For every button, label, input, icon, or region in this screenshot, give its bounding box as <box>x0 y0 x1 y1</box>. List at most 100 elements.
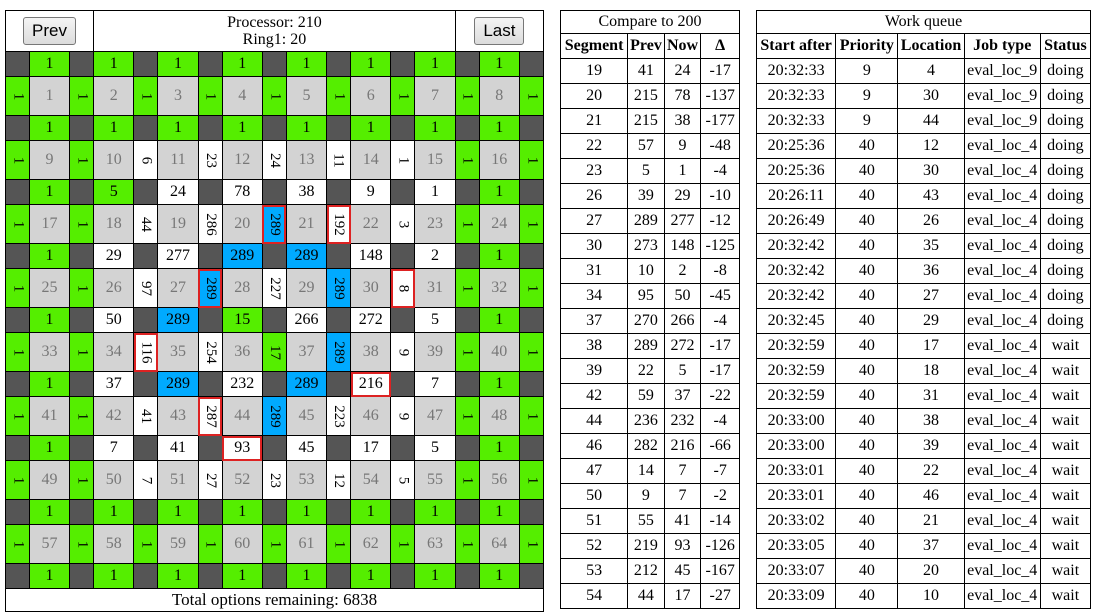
edge-cell[interactable]: 1 <box>221 499 263 525</box>
corner-cell[interactable] <box>133 371 159 397</box>
corner-cell[interactable] <box>390 563 416 589</box>
corner-cell[interactable] <box>69 243 95 269</box>
edge-cell[interactable]: 148 <box>350 243 392 269</box>
segment-cell[interactable]: 52 <box>221 460 263 500</box>
segment-cell[interactable]: 16 <box>478 140 521 180</box>
segment-cell[interactable]: 44 <box>221 396 263 436</box>
edge-cell[interactable]: 9 <box>350 179 392 205</box>
edge-cell[interactable]: 223 <box>326 396 352 436</box>
edge-cell[interactable]: 1 <box>28 563 71 589</box>
corner-cell[interactable] <box>261 115 287 141</box>
corner-cell[interactable] <box>519 563 544 589</box>
edge-cell[interactable]: 1 <box>261 76 287 116</box>
corner-cell[interactable] <box>390 179 416 205</box>
corner-cell[interactable] <box>133 435 159 461</box>
edge-cell[interactable]: 1 <box>350 563 392 589</box>
edge-cell[interactable]: 1 <box>28 179 71 205</box>
edge-cell[interactable]: 1 <box>519 332 544 372</box>
corner-cell[interactable] <box>5 371 30 397</box>
corner-cell[interactable] <box>454 563 480 589</box>
edge-cell[interactable]: 1 <box>133 76 159 116</box>
edge-cell[interactable]: 1 <box>133 524 159 564</box>
corner-cell[interactable] <box>197 307 223 333</box>
edge-cell[interactable]: 1 <box>390 76 416 116</box>
corner-cell[interactable] <box>197 115 223 141</box>
edge-cell[interactable]: 272 <box>350 307 392 333</box>
edge-cell[interactable]: 78 <box>221 179 263 205</box>
edge-cell[interactable]: 1 <box>5 76 30 116</box>
edge-cell[interactable]: 1 <box>93 563 135 589</box>
edge-cell[interactable]: 24 <box>261 140 287 180</box>
edge-cell[interactable]: 1 <box>5 332 30 372</box>
edge-cell[interactable]: 1 <box>414 499 456 525</box>
edge-cell[interactable]: 3 <box>390 204 416 244</box>
corner-cell[interactable] <box>326 563 352 589</box>
edge-cell[interactable]: 1 <box>414 115 456 141</box>
segment-cell[interactable]: 15 <box>414 140 456 180</box>
edge-cell[interactable]: 50 <box>93 307 135 333</box>
corner-cell[interactable] <box>133 115 159 141</box>
segment-cell[interactable]: 30 <box>350 268 392 308</box>
corner-cell[interactable] <box>5 499 30 525</box>
edge-cell[interactable]: 286 <box>197 204 223 244</box>
corner-cell[interactable] <box>197 51 223 77</box>
edge-cell[interactable]: 1 <box>478 179 521 205</box>
edge-cell[interactable]: 1 <box>414 179 456 205</box>
corner-cell[interactable] <box>261 371 287 397</box>
edge-cell[interactable]: 1 <box>28 243 71 269</box>
edge-cell[interactable]: 1 <box>157 51 199 77</box>
edge-cell[interactable]: 44 <box>133 204 159 244</box>
edge-cell[interactable]: 1 <box>197 76 223 116</box>
corner-cell[interactable] <box>261 307 287 333</box>
edge-cell[interactable]: 1 <box>28 51 71 77</box>
edge-cell[interactable]: 1 <box>197 524 223 564</box>
segment-cell[interactable]: 40 <box>478 332 521 372</box>
segment-cell[interactable]: 41 <box>28 396 71 436</box>
edge-cell[interactable]: 1 <box>478 371 521 397</box>
edge-cell[interactable]: 7 <box>93 435 135 461</box>
segment-cell[interactable]: 17 <box>28 204 71 244</box>
segment-cell[interactable]: 8 <box>478 76 521 116</box>
segment-cell[interactable]: 4 <box>221 76 263 116</box>
segment-cell[interactable]: 35 <box>157 332 199 372</box>
corner-cell[interactable] <box>390 499 416 525</box>
segment-cell[interactable]: 38 <box>350 332 392 372</box>
edge-cell[interactable]: 17 <box>350 435 392 461</box>
edge-cell[interactable]: 1 <box>28 307 71 333</box>
edge-cell[interactable]: 1 <box>5 396 30 436</box>
segment-cell[interactable]: 47 <box>414 396 456 436</box>
edge-cell[interactable]: 1 <box>221 563 263 589</box>
corner-cell[interactable] <box>69 499 95 525</box>
corner-cell[interactable] <box>326 243 352 269</box>
edge-cell[interactable]: 289 <box>157 307 199 333</box>
corner-cell[interactable] <box>197 179 223 205</box>
corner-cell[interactable] <box>519 371 544 397</box>
corner-cell[interactable] <box>5 51 30 77</box>
segment-cell[interactable]: 37 <box>285 332 328 372</box>
segment-cell[interactable]: 24 <box>478 204 521 244</box>
corner-cell[interactable] <box>326 307 352 333</box>
edge-cell[interactable]: 27 <box>197 460 223 500</box>
segment-cell[interactable]: 12 <box>221 140 263 180</box>
corner-cell[interactable] <box>454 435 480 461</box>
edge-cell[interactable]: 1 <box>350 115 392 141</box>
corner-cell[interactable] <box>197 243 223 269</box>
edge-cell[interactable]: 289 <box>285 371 328 397</box>
edge-cell[interactable]: 38 <box>285 179 328 205</box>
edge-cell[interactable]: 1 <box>454 524 480 564</box>
segment-cell[interactable]: 56 <box>478 460 521 500</box>
segment-cell[interactable]: 58 <box>93 524 135 564</box>
segment-cell[interactable]: 43 <box>157 396 199 436</box>
edge-cell[interactable]: 1 <box>69 524 95 564</box>
corner-cell[interactable] <box>519 307 544 333</box>
segment-cell[interactable]: 31 <box>414 268 456 308</box>
corner-cell[interactable] <box>519 499 544 525</box>
segment-cell[interactable]: 25 <box>28 268 71 308</box>
edge-cell[interactable]: 1 <box>28 371 71 397</box>
edge-cell[interactable]: 41 <box>157 435 199 461</box>
segment-cell[interactable]: 54 <box>350 460 392 500</box>
edge-cell[interactable]: 1 <box>69 140 95 180</box>
edge-cell[interactable]: 289 <box>157 371 199 397</box>
segment-cell[interactable]: 13 <box>285 140 328 180</box>
segment-cell[interactable]: 26 <box>93 268 135 308</box>
